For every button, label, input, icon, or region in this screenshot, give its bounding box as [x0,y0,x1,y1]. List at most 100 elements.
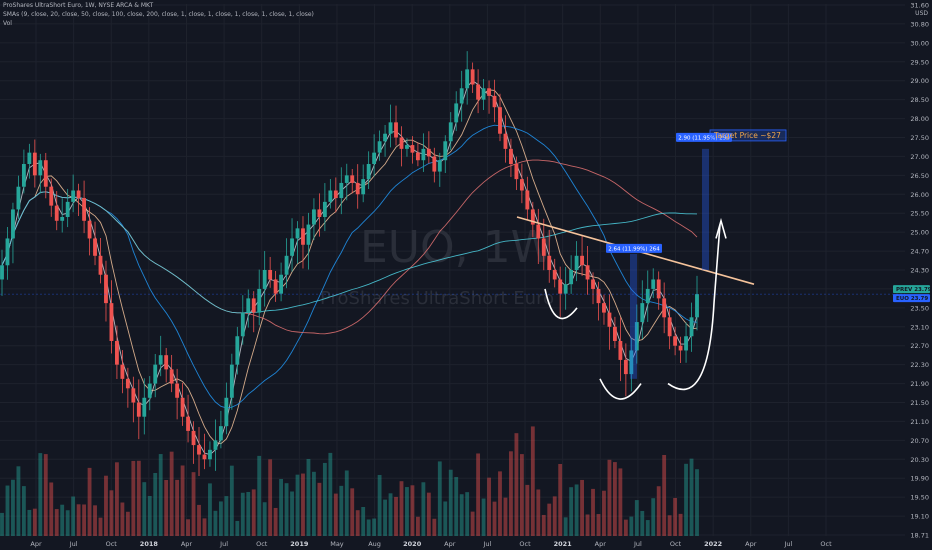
candle-body [503,133,508,149]
watermark-symbol: EUO, 1W [360,222,554,273]
chart-title[interactable]: ProShares UltraShort Euro, 1W, NYSE ARCA… [3,2,154,9]
candle-body [481,88,486,100]
volume-bar [60,504,65,536]
volume-bar [218,501,223,536]
candle-body [229,364,234,398]
candle-body [415,152,420,161]
drawings: 2.64 (11.99%) 264 2.90 (11.95%) 290Target… [0,129,905,400]
time-tick-label: 2021 [554,540,573,548]
volume-bar [279,478,284,536]
time-tick-label: Jul [483,540,492,548]
volume-bar [667,515,672,536]
volume-bar [301,473,305,536]
price-tick-label: 31.60 [910,2,929,10]
candle-body [492,95,497,108]
candle-body [49,186,54,206]
candle-body [279,274,284,294]
price-axis[interactable]: 31.60 30.80 30.00 29.50 29.00 28.50 28.00 27.50… [905,0,932,550]
target-box [709,129,787,142]
volume-bar [131,460,136,536]
candle-body [432,156,437,172]
volume-bar [645,520,650,536]
volume-bar [235,520,240,536]
volume-bar [284,483,289,536]
volume-bar [394,496,398,536]
candle-body [596,288,601,304]
candle-body [454,103,459,123]
right-shoulder-arc [667,224,721,391]
volume-bar [240,492,245,536]
candle-body [98,255,103,275]
price-tick-label: 26.50 [910,172,929,180]
price-tick-label: 28.50 [910,96,929,104]
volume-bar [251,489,256,536]
time-tick-label: Jul [219,540,228,548]
volume-bar [328,452,333,536]
volume-bar [191,472,196,536]
price-tick-label: 25.50 [910,210,929,218]
price-tick-label: 21.50 [910,399,929,407]
volume-bar [49,482,54,536]
volume-bar [290,491,294,536]
candle-body [651,279,656,289]
sma-legend[interactable]: SMAs (9, close, 20, close, 50, close, 10… [3,11,314,18]
candle-body [640,303,645,323]
volume-bar [405,487,409,536]
volume-bar [684,463,688,536]
time-tick-label: 2018 [140,540,159,548]
candle-body [38,160,43,176]
candle-body [257,288,262,313]
candle-body [443,141,448,161]
candle-body [585,265,590,280]
price-tag-prev: PREV 23.79 [896,287,932,293]
candle-body [448,122,453,142]
volume-bars [0,426,699,536]
breakout-arrowhead [715,217,727,239]
candle-body [470,69,475,85]
volume-bar [312,471,316,536]
candle-body [71,190,76,202]
volume-bar [21,486,26,536]
volume-bar [673,497,678,536]
volume-bar [306,458,311,536]
candle-body [290,238,294,256]
volume-bar [262,502,267,536]
volume-bar [678,513,683,536]
volume-bar [147,495,152,536]
head-arc [599,378,642,400]
candle-body [60,217,65,221]
sma-line [1,89,698,445]
volume-bar [333,493,338,536]
price-tick-label: 19.50 [910,494,929,502]
price-tick-label: 29.00 [910,77,929,85]
volume-bar [366,519,371,536]
volume-bar [388,493,393,536]
volume-legend[interactable]: Vol [3,20,12,27]
candle-body [498,107,502,134]
candle-body [21,164,26,187]
time-tick-label: Apr [181,540,193,548]
volume-bar [607,459,612,536]
price-tick-label: 30.00 [910,39,929,47]
volume-bar [295,474,300,536]
candle-body [530,209,535,225]
candle-body [591,279,595,289]
candle-body [383,133,387,142]
volume-bar [596,514,601,536]
candle-body [361,179,366,195]
volume-bar [492,501,497,536]
volume-bar [421,482,426,536]
volume-bar [224,496,229,536]
time-tick-label: Jul [633,540,642,548]
volume-bar [43,454,48,536]
volume-bar [71,496,76,536]
time-tick-label: 2020 [403,540,422,548]
candle-body [208,449,212,460]
candle-body [322,201,327,217]
time-tick-label: 2019 [290,540,309,548]
volume-bar [5,485,10,536]
time-axis[interactable]: Apr Jul Oct 2018 Apr Jul Oct 2019 May Aug 2020 Apr J… [30,540,832,548]
volume-bar [372,518,377,536]
